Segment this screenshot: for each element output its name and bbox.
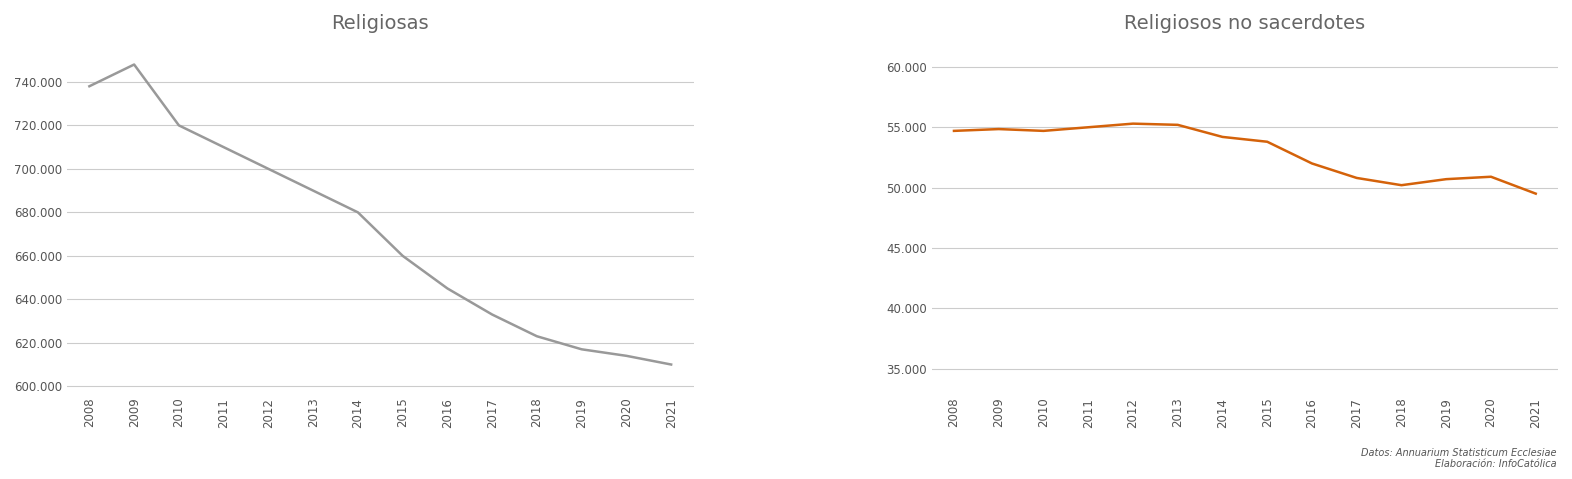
Text: Datos: Annuarium Statisticum Ecclesiae
Elaboración: InfoCatólica: Datos: Annuarium Statisticum Ecclesiae E…: [1361, 448, 1556, 469]
Title: Religiosos no sacerdotes: Religiosos no sacerdotes: [1124, 14, 1366, 33]
Title: Religiosas: Religiosas: [332, 14, 429, 33]
